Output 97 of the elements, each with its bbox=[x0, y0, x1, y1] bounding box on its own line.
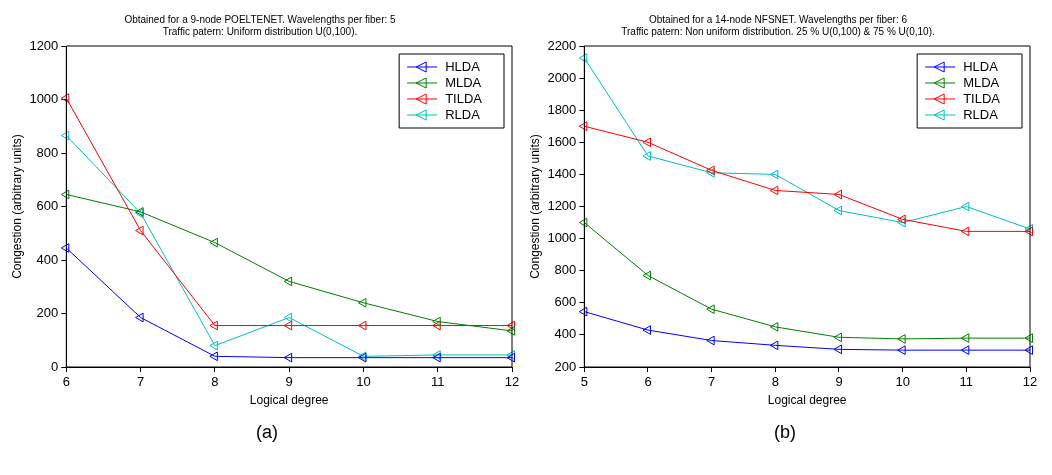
point bbox=[283, 276, 293, 287]
y-tick-label: 1600 bbox=[547, 133, 577, 149]
point bbox=[209, 340, 218, 351]
point bbox=[432, 316, 441, 327]
point bbox=[960, 345, 970, 355]
y-tick-label: 2200 bbox=[547, 37, 577, 53]
point bbox=[960, 201, 970, 212]
y-axis-title: Congestion (arbitrary units) bbox=[9, 134, 24, 279]
y-tick-label: 400 bbox=[554, 326, 577, 342]
point bbox=[833, 332, 842, 343]
point bbox=[706, 304, 715, 315]
x-tick-label: 8 bbox=[771, 374, 779, 390]
point bbox=[209, 237, 218, 248]
point bbox=[642, 137, 651, 148]
y-tick-label: 200 bbox=[554, 358, 577, 374]
legend-label: MLDA bbox=[445, 74, 482, 90]
chart-title: Obtained for a 9-node POELTENET. Wavelengths per fiber: 5 bbox=[124, 13, 397, 25]
y-tick-label: 200 bbox=[36, 305, 59, 321]
point bbox=[833, 205, 842, 216]
y-tick-label: 1200 bbox=[29, 37, 59, 53]
x-tick-label: 12 bbox=[1022, 374, 1038, 390]
y-tick-label: 800 bbox=[36, 144, 59, 160]
point bbox=[706, 335, 715, 346]
chart-subtitle: Traffic patern: Uniform distribution U(0,100). bbox=[162, 25, 358, 37]
x-tick-label: 10 bbox=[356, 374, 371, 390]
x-tick-label: 11 bbox=[959, 374, 974, 390]
point bbox=[432, 320, 441, 331]
point bbox=[578, 121, 588, 132]
point bbox=[135, 225, 144, 236]
point bbox=[357, 297, 367, 308]
point bbox=[60, 130, 70, 141]
legend-label: TILDA bbox=[963, 90, 1001, 106]
point bbox=[578, 217, 588, 228]
point bbox=[60, 93, 70, 103]
point bbox=[642, 151, 651, 161]
legend-label: HLDA bbox=[963, 58, 999, 74]
point bbox=[769, 322, 779, 332]
point bbox=[897, 334, 906, 344]
y-tick-label: 0 bbox=[51, 358, 59, 374]
point bbox=[769, 185, 779, 196]
y-tick-label: 1200 bbox=[547, 198, 577, 214]
y-tick-label: 800 bbox=[554, 262, 577, 278]
point bbox=[769, 340, 779, 351]
x-tick-label: 7 bbox=[136, 374, 145, 390]
chart-subtitle: Traffic patern: Non uniform distribution. 25 % U(0,100) & 75 % U(0,10). bbox=[621, 25, 935, 37]
point bbox=[135, 312, 144, 323]
y-tick-label: 2000 bbox=[547, 69, 577, 85]
point bbox=[283, 320, 293, 331]
x-tick-label: 8 bbox=[211, 374, 219, 390]
point bbox=[897, 345, 906, 355]
x-axis-title: Logical degree bbox=[767, 393, 847, 408]
y-tick-label: 1400 bbox=[547, 165, 577, 181]
legend-label: RLDA bbox=[445, 106, 481, 122]
point bbox=[833, 344, 842, 355]
point bbox=[283, 312, 293, 323]
point bbox=[357, 320, 367, 331]
y-tick-label: 600 bbox=[554, 294, 577, 310]
x-tick-label: 5 bbox=[580, 374, 588, 390]
x-tick-label: 6 bbox=[644, 374, 652, 390]
point bbox=[769, 169, 779, 180]
point bbox=[960, 226, 970, 237]
point bbox=[578, 53, 588, 63]
x-axis-title: Logical degree bbox=[249, 393, 329, 408]
point bbox=[209, 320, 218, 331]
y-tick-label: 1000 bbox=[29, 91, 59, 107]
legend-label: TILDA bbox=[445, 90, 483, 106]
text: (a) bbox=[256, 422, 278, 443]
y-axis-title: Congestion (arbitrary units) bbox=[527, 134, 542, 279]
point bbox=[506, 320, 515, 331]
legend-label: HLDA bbox=[445, 58, 481, 74]
x-tick-label: 6 bbox=[62, 374, 70, 390]
x-tick-label: 9 bbox=[835, 374, 843, 390]
legend-label: RLDA bbox=[963, 106, 999, 122]
y-tick-label: 1800 bbox=[547, 101, 577, 117]
point bbox=[60, 189, 70, 200]
x-tick-label: 7 bbox=[708, 374, 716, 390]
point bbox=[506, 326, 515, 336]
y-tick-label: 600 bbox=[36, 198, 59, 214]
x-tick-label: 11 bbox=[430, 374, 445, 390]
y-tick-label: 1000 bbox=[547, 230, 577, 246]
point bbox=[209, 351, 218, 362]
point bbox=[578, 306, 588, 317]
y-tick-label: 400 bbox=[36, 251, 59, 267]
point bbox=[960, 333, 970, 343]
x-tick-label: 9 bbox=[285, 374, 293, 390]
legend-label: MLDA bbox=[963, 74, 1000, 90]
text: (b) bbox=[774, 422, 796, 443]
point bbox=[60, 243, 70, 253]
x-tick-label: 12 bbox=[504, 374, 520, 390]
point bbox=[283, 352, 293, 363]
point bbox=[1024, 345, 1033, 355]
point bbox=[1024, 333, 1033, 343]
point bbox=[833, 189, 842, 200]
point bbox=[642, 270, 651, 281]
chart-title: Obtained for a 14-node NFSNET. Wavelengths per fiber: 6 bbox=[648, 13, 908, 25]
point bbox=[642, 325, 651, 335]
x-tick-label: 10 bbox=[895, 374, 910, 390]
